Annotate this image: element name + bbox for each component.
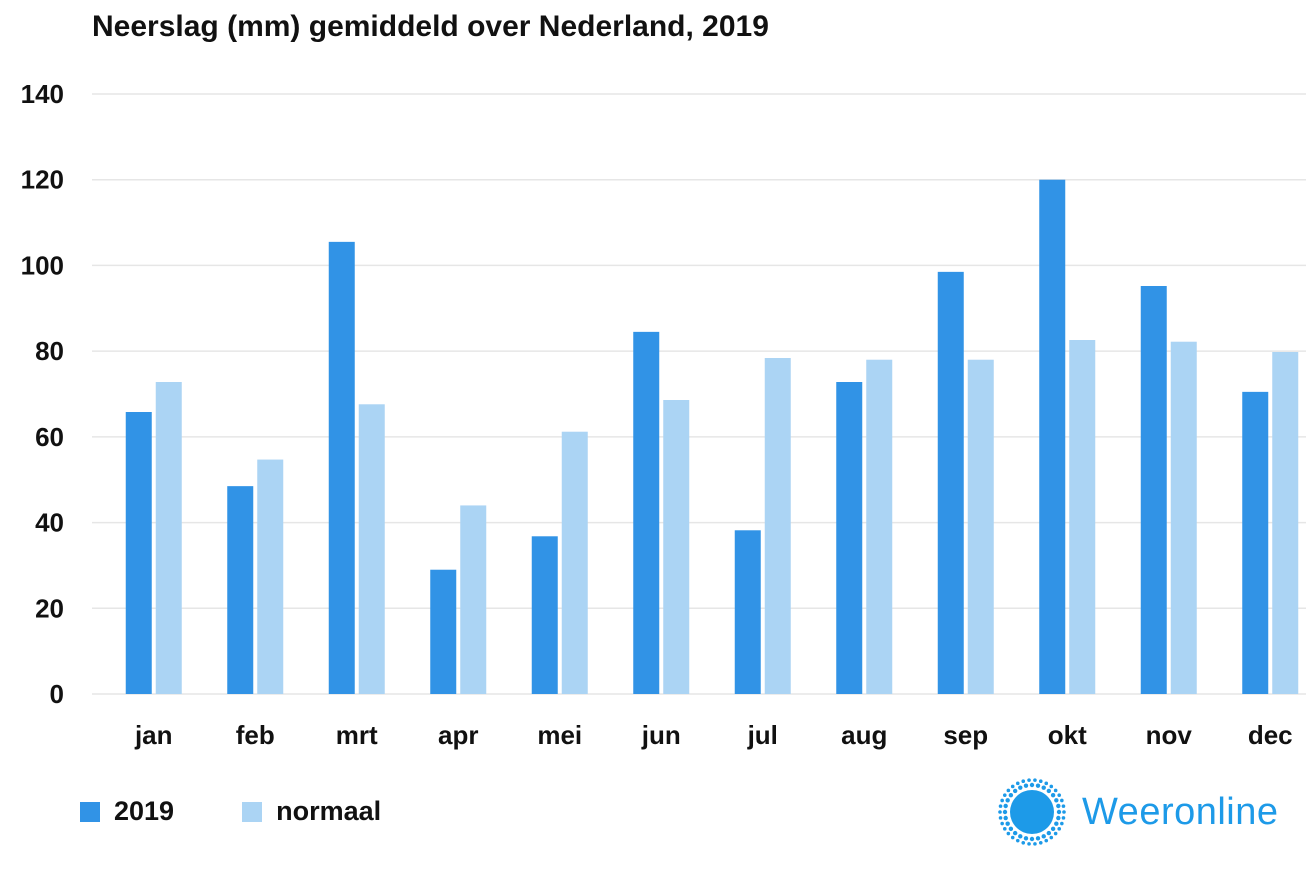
bars	[125, 179, 1299, 694]
bar-normaal-sep	[967, 359, 994, 694]
bar-normaal-dec	[1272, 352, 1299, 694]
x-tick-label: aug	[841, 720, 887, 750]
bar-normaal-aug	[866, 359, 893, 694]
y-tick-label: 60	[35, 422, 64, 452]
bar-2019-okt	[1039, 179, 1066, 694]
x-tick-label: jan	[134, 720, 173, 750]
bar-normaal-okt	[1069, 340, 1096, 694]
y-tick-label: 120	[21, 165, 64, 195]
y-tick-label: 100	[21, 250, 64, 280]
bar-normaal-jul	[764, 358, 791, 694]
legend-label-2019: 2019	[114, 796, 175, 826]
bar-normaal-apr	[460, 505, 487, 694]
chart-title: Neerslag (mm) gemiddeld over Nederland, …	[92, 10, 769, 43]
x-tick-label: okt	[1048, 720, 1087, 750]
bar-2019-mei	[531, 536, 558, 694]
legend-label-normaal: normaal	[276, 796, 382, 826]
x-tick-label: mei	[537, 720, 582, 750]
bar-normaal-jan	[155, 382, 182, 694]
x-tick-label: dec	[1248, 720, 1293, 750]
x-tick-label: apr	[438, 720, 478, 750]
legend-swatch-normaal	[242, 801, 263, 822]
bar-normaal-mei	[561, 431, 588, 694]
bar-2019-dec	[1242, 391, 1269, 694]
bar-2019-mrt	[328, 241, 355, 694]
bar-2019-jul	[734, 530, 761, 694]
y-axis-ticks: 0 20 40 60 80 100 120 140	[21, 79, 64, 709]
legend-item-normaal: normaal	[242, 796, 381, 827]
y-tick-label: 140	[21, 79, 64, 109]
bar-normaal-mrt	[358, 404, 385, 694]
sun-icon	[998, 778, 1066, 846]
x-tick-label: sep	[943, 720, 988, 750]
gridlines	[92, 93, 1306, 695]
x-tick-label: jul	[747, 720, 778, 750]
y-tick-label: 0	[50, 679, 64, 709]
bar-2019-jun	[633, 331, 660, 694]
bar-chart: 0 20 40 60 80 100 120 140 jan feb mrt apr mei jun jul…	[21, 79, 1306, 750]
y-tick-label: 20	[35, 593, 64, 623]
bar-2019-aug	[836, 382, 863, 694]
legend-swatch-2019	[80, 801, 100, 822]
legend-item-2019: 2019	[80, 796, 174, 827]
legend: 2019 normaal	[80, 796, 449, 827]
y-tick-label: 80	[35, 336, 64, 366]
bar-normaal-feb	[257, 459, 284, 694]
bar-normaal-nov	[1170, 341, 1197, 694]
bar-2019-sep	[937, 271, 964, 694]
bar-2019-feb	[227, 486, 254, 694]
bar-normaal-jun	[663, 400, 690, 694]
weeronline-logo: Weeronline	[996, 776, 1279, 848]
bar-2019-apr	[430, 569, 457, 694]
x-tick-label: jun	[641, 720, 681, 750]
bar-2019-jan	[125, 412, 152, 694]
x-tick-label: nov	[1146, 720, 1193, 750]
x-tick-label: mrt	[336, 720, 378, 750]
bar-2019-nov	[1140, 286, 1167, 694]
logo-text: Weeronline	[1082, 790, 1279, 833]
x-axis-ticks: jan feb mrt apr mei jun jul aug sep okt nov dec	[134, 720, 1293, 750]
y-tick-label: 40	[35, 508, 64, 538]
x-tick-label: feb	[236, 720, 275, 750]
